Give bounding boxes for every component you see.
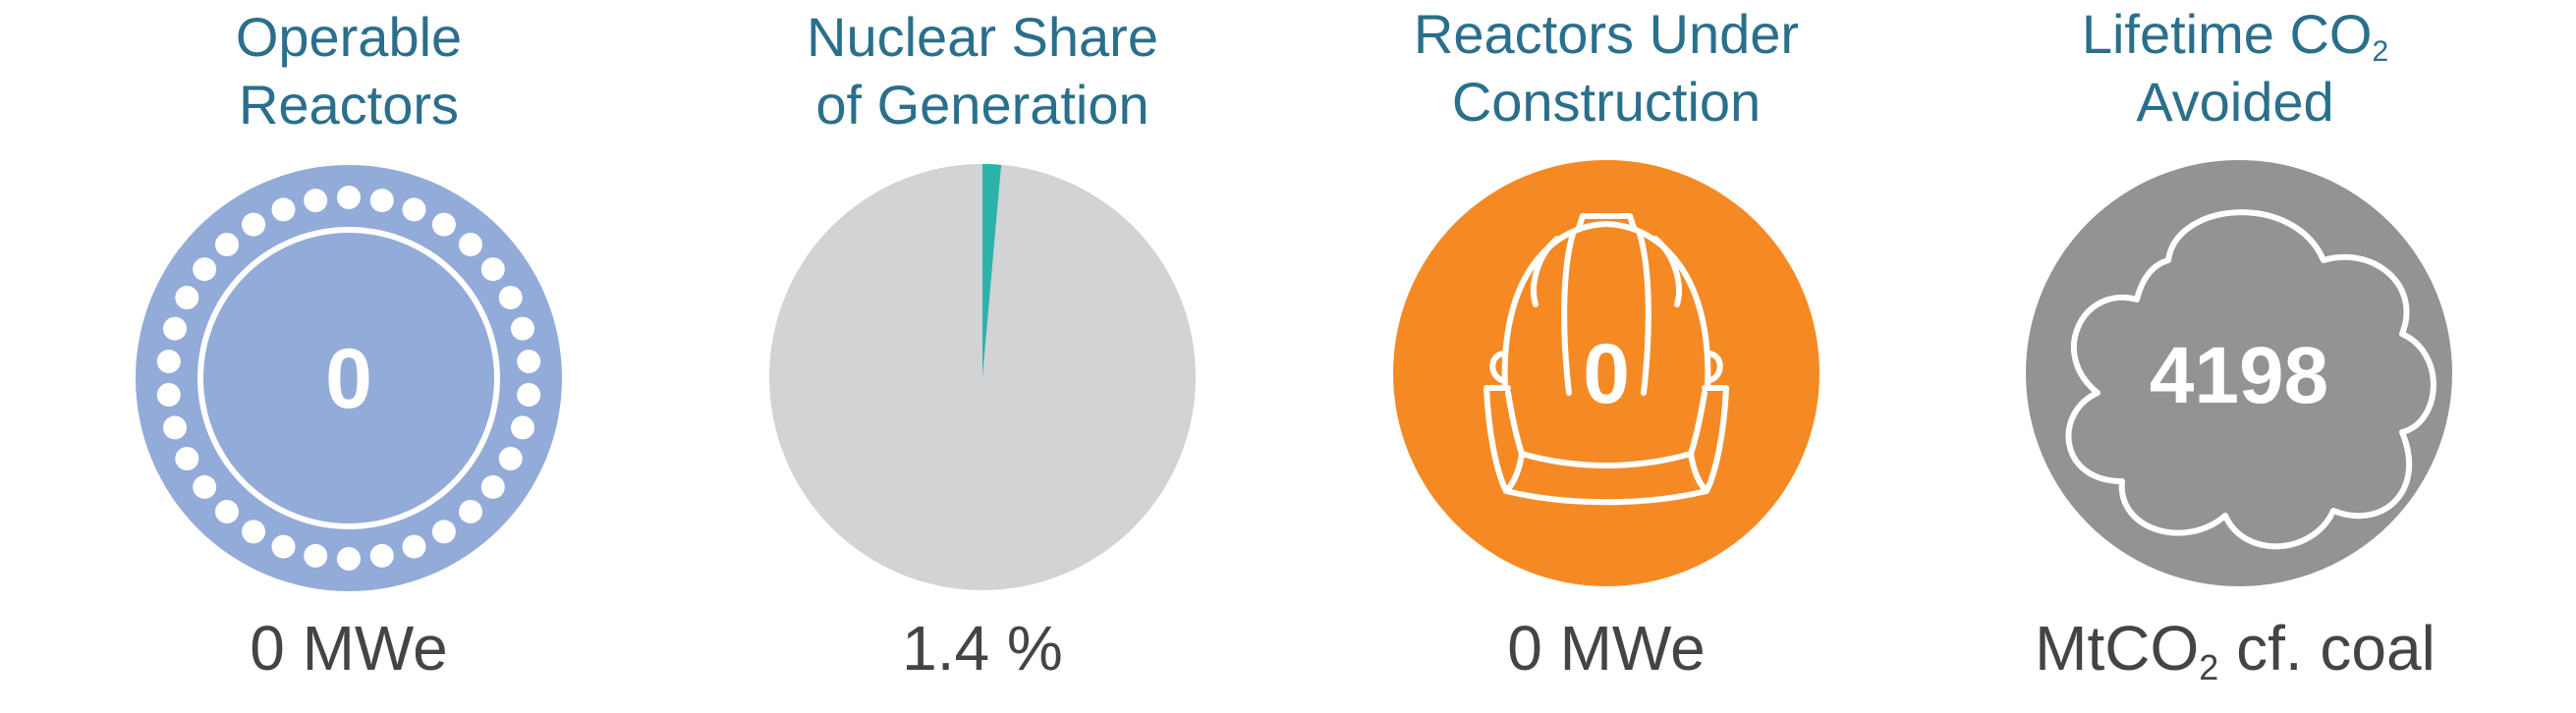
operable-reactors-panel: Operable Reactors 0 0 MWe — [54, 0, 644, 713]
reactor-fuel-dot — [431, 212, 456, 237]
reactor-fuel-dot — [304, 189, 328, 213]
co2-avoided-title-subscript: 2 — [2372, 35, 2389, 68]
operable-reactors-title-line2: Reactors — [238, 74, 460, 136]
co2-avoided-value: 4198 — [2150, 331, 2328, 420]
reactor-fuel-dot — [175, 286, 199, 309]
cloud-outline — [2065, 209, 2436, 550]
operable-reactors-value: 0 — [325, 332, 372, 426]
nuclear-share-title-line1: Nuclear Share — [807, 6, 1158, 68]
co2-avoided-title: Lifetime CO2 Avoided — [1940, 0, 2530, 136]
reactor-fuel-dot — [193, 474, 217, 499]
reactor-fuel-dot — [242, 212, 266, 237]
construction-title-line2: Construction — [1451, 71, 1762, 133]
pie-share-slice — [982, 164, 1002, 377]
co2-circle — [2026, 160, 2452, 586]
reactor-fuel-dot — [175, 447, 199, 470]
co2-caption-tail: cf. coal — [2218, 613, 2436, 684]
reactor-fuel-dot — [271, 534, 296, 559]
pie-chart-icon — [769, 164, 1196, 590]
reactor-core-icon: 0 — [136, 165, 562, 591]
reactor-fuel-dot — [511, 316, 534, 341]
reactor-fuel-dot — [511, 415, 534, 440]
nuclear-share-caption: 1.4 % — [902, 613, 1063, 684]
reactor-fuel-dot — [431, 520, 456, 544]
co2-avoided-title-line2: Avoided — [2136, 71, 2334, 133]
construction-value: 0 — [1583, 327, 1630, 421]
reactor-fuel-dot — [369, 189, 394, 213]
reactor-fuel-dot — [402, 534, 426, 559]
co2-avoided-title-line1: Lifetime CO2 — [2081, 3, 2389, 68]
reactor-fuel-dot — [498, 447, 523, 470]
nuclear-share-title: Nuclear Share of Generation — [688, 3, 1277, 138]
co2-avoided-panel: Lifetime CO2 Avoided 4198 MtCO2 cf. coal — [1940, 0, 2530, 713]
reactor-fuel-dot — [163, 316, 187, 341]
nuclear-share-panel: Nuclear Share of Generation 1.4 % — [688, 0, 1277, 713]
construction-caption: 0 MWe — [1507, 613, 1706, 684]
reactor-fuel-dot — [337, 186, 361, 209]
reactor-fuel-dot — [156, 383, 181, 407]
reactor-fuel-dot — [242, 520, 266, 544]
operable-reactors-caption: 0 MWe — [250, 613, 448, 684]
co2-avoided-title-text: Lifetime CO — [2081, 3, 2373, 65]
reactor-fuel-dot — [480, 257, 505, 282]
construction-panel: Reactors Under Construction 0 0 MWe — [1312, 0, 1901, 713]
construction-title-line1: Reactors Under — [1413, 3, 1800, 65]
reactor-fuel-dot — [369, 543, 394, 568]
reactor-fuel-dot — [498, 286, 523, 309]
hard-hat-icon: 0 — [1393, 160, 1820, 586]
reactor-fuel-dot — [193, 257, 217, 282]
reactor-fuel-dot — [459, 500, 482, 523]
operable-reactors-title: Operable Reactors — [54, 3, 644, 138]
operable-reactors-title-line1: Operable — [235, 6, 463, 68]
reactor-fuel-dot — [480, 474, 505, 499]
reactor-fuel-dot — [271, 197, 296, 222]
reactor-fuel-dot — [163, 415, 187, 440]
construction-title: Reactors Under Construction — [1312, 0, 1901, 136]
co2-avoided-caption: MtCO2 cf. coal — [1940, 613, 2530, 686]
reactor-fuel-dot — [156, 350, 181, 373]
reactor-fuel-dot — [304, 543, 328, 568]
reactor-fuel-dot — [517, 350, 541, 373]
cloud-icon: 4198 — [2026, 160, 2452, 586]
reactor-fuel-dot — [215, 233, 239, 256]
nuclear-share-title-line2: of Generation — [815, 74, 1149, 136]
reactor-fuel-dots — [156, 186, 541, 571]
reactor-fuel-dot — [402, 197, 426, 222]
reactor-fuel-dot — [215, 500, 239, 523]
hard-hat-outline — [1484, 213, 1729, 506]
reactor-fuel-dot — [459, 233, 482, 256]
reactor-inner-ring — [197, 227, 500, 529]
reactor-fuel-dot — [337, 547, 361, 571]
co2-caption-subscript: 2 — [2199, 647, 2219, 687]
reactor-fuel-dot — [517, 383, 541, 407]
co2-caption-main: MtCO — [2035, 613, 2200, 684]
